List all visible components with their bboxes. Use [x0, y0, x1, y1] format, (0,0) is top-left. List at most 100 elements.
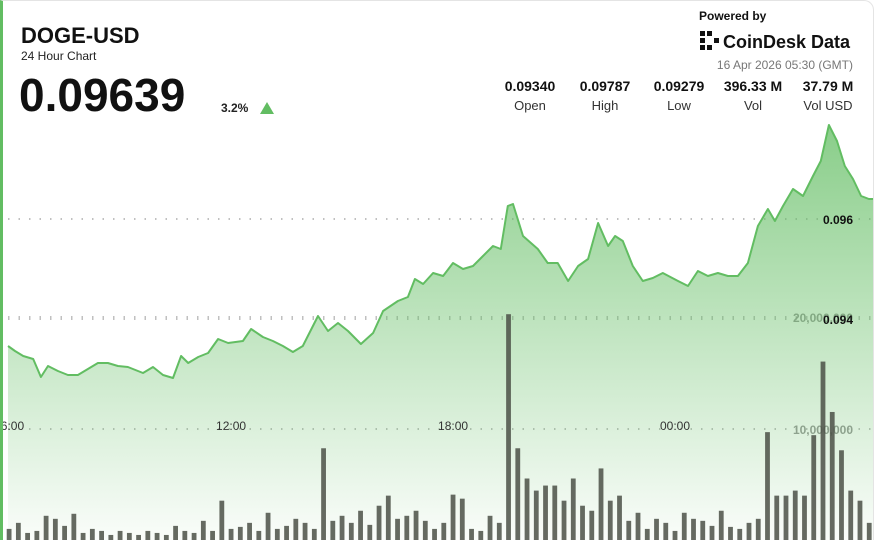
volume-bar [25, 532, 31, 540]
volume-bar [848, 490, 854, 540]
volume-bar [284, 525, 289, 540]
volume-bar [829, 411, 835, 540]
y-tick-label: 0.096 [823, 213, 853, 227]
volume-bar [552, 485, 558, 540]
stat-value: 396.33 M [724, 78, 782, 94]
price-area [8, 125, 873, 540]
timestamp: 16 Apr 2026 05:30 (GMT) [717, 58, 853, 72]
volume-bar [163, 534, 169, 540]
volume-bar [71, 513, 77, 540]
volume-bar [570, 478, 576, 540]
stats: 0.09340 Open 0.09787 High 0.09279 Low 396.33 M… [505, 78, 854, 113]
volume-bar [496, 522, 502, 540]
volume-bar [672, 530, 678, 540]
volume-bar [395, 518, 400, 540]
volume-bar [654, 518, 659, 540]
volume-bar [15, 522, 21, 540]
brand-logo [700, 31, 719, 50]
volume-bar [765, 432, 770, 540]
volume-bar [321, 448, 326, 540]
volume-bar [709, 525, 715, 540]
volume-bar [635, 512, 641, 540]
volume-bar [533, 490, 539, 540]
volume-bar [404, 515, 410, 540]
subtitle: 24 Hour Chart [21, 49, 97, 63]
x-tick-label: 12:00 [216, 419, 246, 433]
area-layer [7, 124, 873, 540]
volume-bar [89, 528, 95, 540]
volume-bar [432, 528, 437, 540]
volume-bar [311, 528, 317, 540]
volume-bar [469, 528, 474, 540]
volume-bar [191, 532, 197, 540]
volume-bar [330, 520, 336, 540]
stat-value: 0.09279 [654, 78, 705, 94]
volume-bar [802, 495, 807, 540]
volume-bar [543, 485, 548, 540]
volume-bar [173, 525, 178, 540]
volume-bar [681, 512, 687, 540]
y-tick-label: 0.094 [823, 313, 853, 327]
volume-bar [293, 518, 299, 540]
stat-value: 0.09340 [505, 78, 556, 94]
volume-bar [839, 450, 844, 540]
stat-value: 0.09787 [580, 78, 631, 94]
volume-bar [265, 512, 271, 540]
label-layer: 06:00 12:00 18:00 00:00 0.094 0.096 [3, 213, 853, 433]
volume-bar [783, 495, 789, 540]
volume-bar [617, 495, 622, 540]
change: 3.2% [221, 101, 249, 115]
volume-bar [626, 520, 632, 540]
up-arrow [260, 102, 274, 114]
volume-bar [247, 522, 252, 540]
volume-bar [561, 500, 567, 540]
stat-label: Vol USD [803, 98, 852, 113]
stat-value: 37.79 M [803, 78, 854, 94]
volume-bar [126, 532, 132, 540]
plot: 10,000,00020,000,00006:0012:0018:0000:00… [3, 124, 873, 540]
x-tick-label: 06:00 [3, 419, 24, 433]
volume-bar [62, 525, 68, 540]
volume-bar [422, 520, 428, 540]
volume-bar [478, 530, 484, 540]
volume-bar [598, 468, 604, 540]
volume-bar [34, 530, 40, 540]
volume-bar [691, 518, 696, 540]
powered-by: Powered by [699, 9, 767, 23]
volume-bar [450, 494, 456, 540]
volume-bar [210, 530, 215, 540]
volume-bar [718, 510, 724, 540]
volume-bar [117, 530, 123, 540]
volume-bar [145, 530, 151, 540]
volume-bar [6, 528, 12, 540]
stat-label: High [592, 98, 619, 113]
volume-bar [367, 524, 373, 540]
brand: CoinDesk Data [723, 32, 851, 52]
volume-bar [459, 498, 465, 540]
volume-bar [182, 530, 188, 540]
volume-bar [589, 510, 595, 540]
volume-bar [746, 522, 752, 540]
volume-bar [274, 528, 280, 540]
volume-bar [136, 534, 141, 540]
volume-bar [580, 505, 585, 540]
volume-bar [644, 528, 650, 540]
volume-bar [385, 495, 391, 540]
volume-bar [358, 510, 363, 540]
bar-layer [6, 314, 872, 540]
volume-bar [256, 530, 262, 540]
volume-bar [755, 518, 761, 540]
volume-bar [857, 500, 863, 540]
stat-label: Vol [744, 98, 762, 113]
volume-bar [607, 500, 613, 540]
volume-bar [811, 435, 817, 540]
volume-bar [339, 515, 345, 540]
stat-label: Low [667, 98, 691, 113]
price-line [7, 124, 873, 379]
chart: 10,000,00020,000,00006:0012:0018:0000:00… [3, 9, 873, 540]
volume-bar [515, 448, 521, 540]
volume-bar [487, 515, 493, 540]
volume-bar [228, 528, 234, 540]
